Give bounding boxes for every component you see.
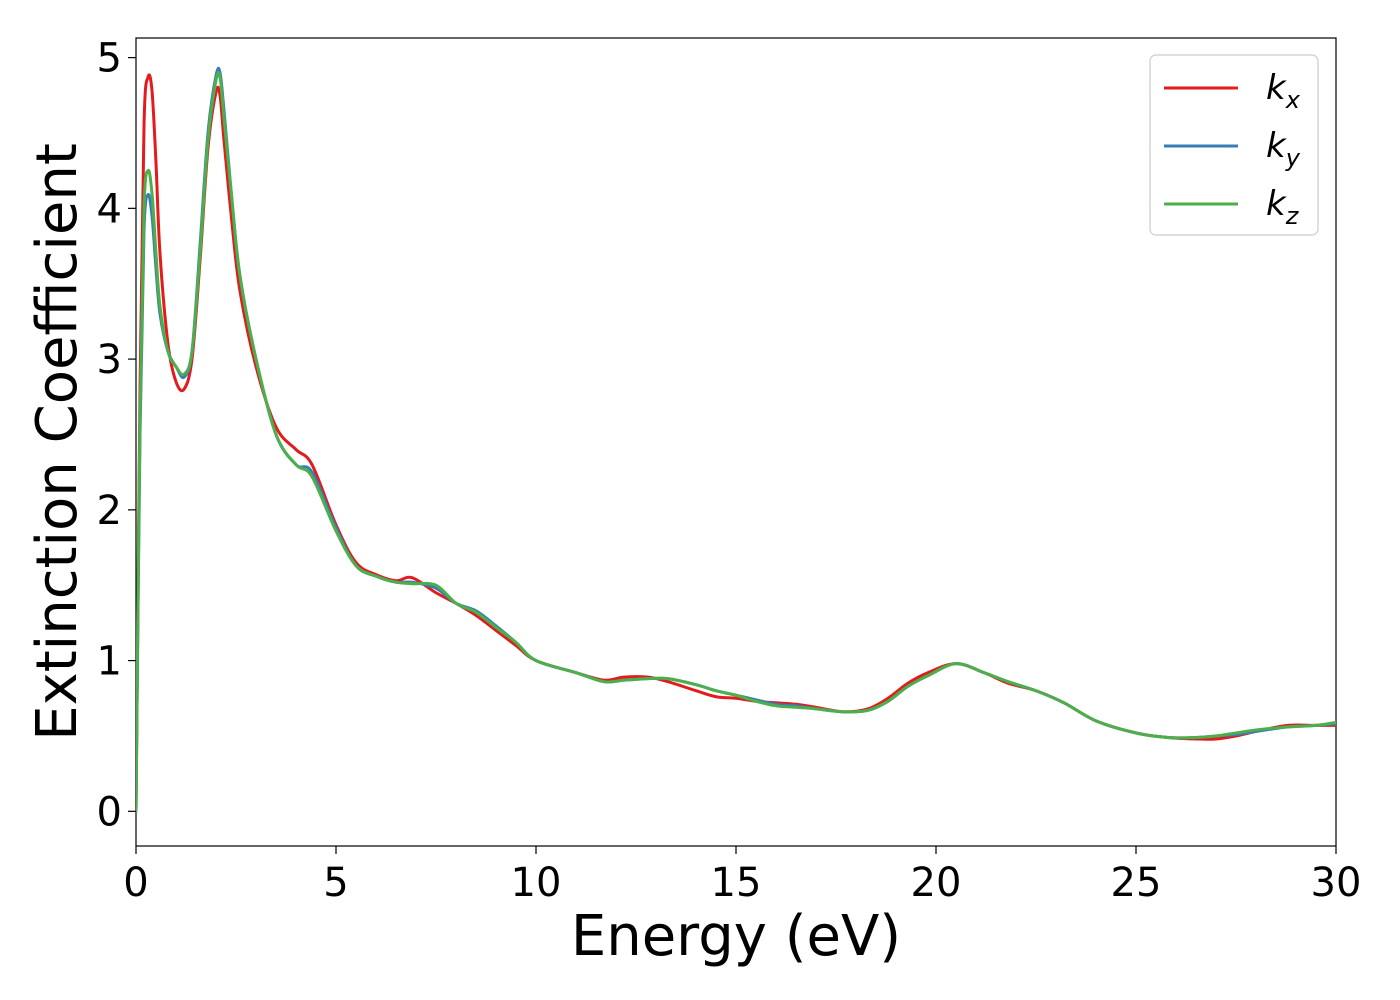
legend-label-subscript: z [1285, 202, 1300, 230]
legend-label-subscript: y [1285, 144, 1301, 172]
legend-label-main: k [1266, 126, 1287, 166]
series-line-kz [136, 70, 1336, 813]
x-tick-label: 20 [911, 860, 962, 906]
legend-label-main: k [1266, 184, 1287, 224]
y-tick-label: 3 [97, 337, 122, 383]
x-tick-label: 30 [1311, 860, 1362, 906]
y-tick-label: 5 [97, 36, 122, 82]
legend-label-ky: ky [1266, 126, 1301, 172]
x-axis-ticks: 0 5 10 15 20 25 30 [123, 846, 1361, 906]
y-axis-ticks: 0 1 2 3 4 5 [97, 36, 136, 835]
x-tick-label: 15 [711, 860, 762, 906]
plot-area [135, 37, 1337, 847]
legend-label-kz: kz [1266, 184, 1300, 230]
y-axis-label: Extinction Coefficient [25, 143, 90, 741]
legend-label-kx: kx [1266, 68, 1301, 114]
x-tick-label: 0 [123, 860, 148, 906]
legend-label-main: k [1266, 68, 1287, 108]
y-tick-label: 1 [97, 639, 122, 685]
y-tick-label: 0 [97, 789, 122, 835]
legend-label-subscript: x [1285, 86, 1301, 114]
series-lines [136, 66, 1336, 813]
y-tick-label: 4 [97, 186, 122, 232]
x-tick-label: 5 [323, 860, 348, 906]
x-tick-label: 25 [1111, 860, 1162, 906]
x-tick-label: 10 [511, 860, 562, 906]
y-tick-label: 2 [97, 488, 122, 534]
x-axis-label: Energy (eV) [571, 904, 901, 969]
